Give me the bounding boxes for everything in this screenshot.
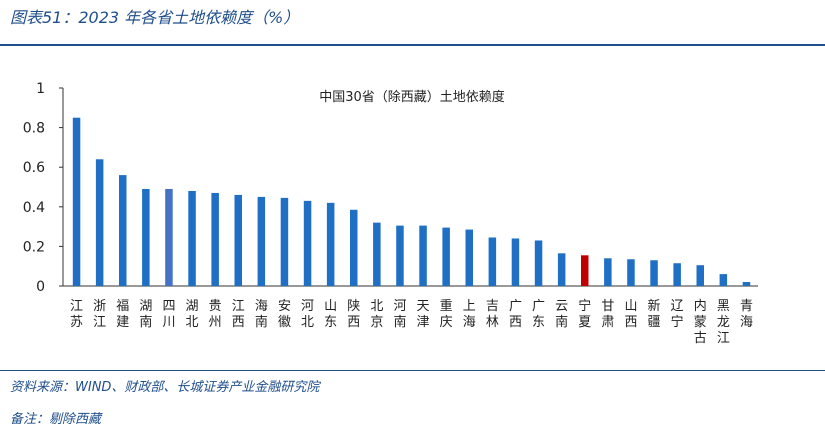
x-axis-labels: 江苏浙江福建湖南四川湖北贵州江西海南安徽河北山东陕西北京河南天津重庆上海吉林广西…: [70, 298, 753, 346]
bar-天津: [419, 225, 427, 286]
x-tick-label: 云南: [555, 299, 568, 330]
bar-青海: [742, 282, 751, 286]
x-tick-label: 海南: [255, 299, 268, 330]
bar-重庆: [442, 227, 450, 286]
bar-四川: [165, 188, 173, 286]
y-tick-label: 0.6: [23, 160, 45, 176]
bar-江西: [234, 194, 242, 286]
bar-河北: [303, 200, 312, 286]
x-tick-label: 青海: [740, 299, 753, 330]
x-tick-label: 湖南: [139, 299, 152, 330]
bar-黑龙江: [719, 274, 728, 286]
x-tick-label: 湖北: [186, 299, 199, 330]
bar-广东: [534, 240, 543, 286]
bar-江苏: [72, 117, 81, 286]
x-tick-label: 河南: [393, 299, 406, 330]
x-tick-label: 吉林: [486, 299, 499, 330]
y-tick-label: 0.8: [23, 121, 45, 137]
x-tick-label: 黑龙江: [717, 299, 730, 346]
figure-title: 图表51：2023 年各省土地依赖度（%）: [10, 8, 300, 27]
bottom-divider: [0, 370, 825, 371]
x-tick-label: 新疆: [648, 298, 661, 330]
bar-内蒙古: [696, 265, 704, 286]
y-axis: 1 0.8 0.6 0.4 0.2 0: [23, 81, 758, 295]
bar-辽宁: [673, 263, 681, 286]
x-tick-label: 辽宁: [671, 299, 684, 330]
x-tick-label: 陕西: [347, 299, 360, 330]
x-tick-label: 广东: [532, 299, 545, 330]
bar-河南: [396, 225, 404, 286]
bar-山西: [627, 259, 635, 286]
y-tick-label: 0.4: [23, 200, 45, 216]
bar-云南: [557, 253, 566, 286]
x-tick-label: 上海: [463, 299, 476, 330]
x-tick-label: 浙江: [93, 299, 106, 330]
x-tick-label: 山西: [624, 299, 637, 330]
remark-note: 备注：剔除西藏: [10, 412, 102, 427]
x-tick-label: 四川: [162, 299, 175, 330]
x-tick-label: 安徽: [278, 299, 291, 330]
bar-福建: [119, 175, 127, 286]
y-tick-label: 0: [36, 279, 45, 295]
bar-北京: [373, 222, 381, 286]
x-tick-label: 江苏: [70, 299, 83, 330]
bar-陕西: [350, 209, 358, 286]
y-tick-label: 0.2: [23, 239, 45, 255]
bar-广西: [511, 238, 520, 286]
x-tick-label: 贵州: [209, 299, 222, 330]
source-note: 资料来源：WIND、财政部、长城证券产业金融研究院: [10, 380, 320, 395]
x-tick-label: 山东: [324, 299, 337, 330]
bar-贵州: [211, 192, 219, 286]
bar-海南: [257, 196, 266, 286]
bar-山东: [326, 202, 335, 286]
x-tick-label: 河北: [301, 299, 314, 330]
bar-甘肃: [604, 258, 612, 286]
x-tick-label: 江西: [232, 299, 245, 330]
y-tick-label: 1: [36, 81, 45, 97]
bar-浙江: [95, 159, 104, 286]
x-tick-label: 甘肃: [601, 299, 614, 330]
x-tick-label: 北京: [370, 299, 383, 330]
bar-安徽: [280, 197, 289, 286]
x-tick-label: 福建: [116, 299, 129, 330]
bar-吉林: [488, 237, 497, 286]
top-divider: [0, 44, 825, 46]
x-tick-label: 内蒙古: [694, 298, 707, 346]
x-tick-label: 广西: [509, 299, 522, 330]
bar-湖南: [142, 188, 150, 286]
x-tick-label: 宁夏: [578, 298, 591, 330]
bar-上海: [465, 229, 473, 286]
x-tick-label: 重庆: [440, 298, 453, 330]
bar-宁夏: [581, 255, 589, 286]
bar-新疆: [650, 260, 658, 286]
x-tick-label: 天津: [417, 299, 430, 330]
bar-湖北: [188, 190, 196, 286]
bars-group: [72, 117, 751, 286]
bar-chart: 中国30省（除西藏）土地依赖度 1 0.8 0.6 0.4 0.2 0 江苏浙江福建湖南四…: [23, 81, 758, 346]
chart-title: 中国30省（除西藏）土地依赖度: [319, 89, 505, 105]
